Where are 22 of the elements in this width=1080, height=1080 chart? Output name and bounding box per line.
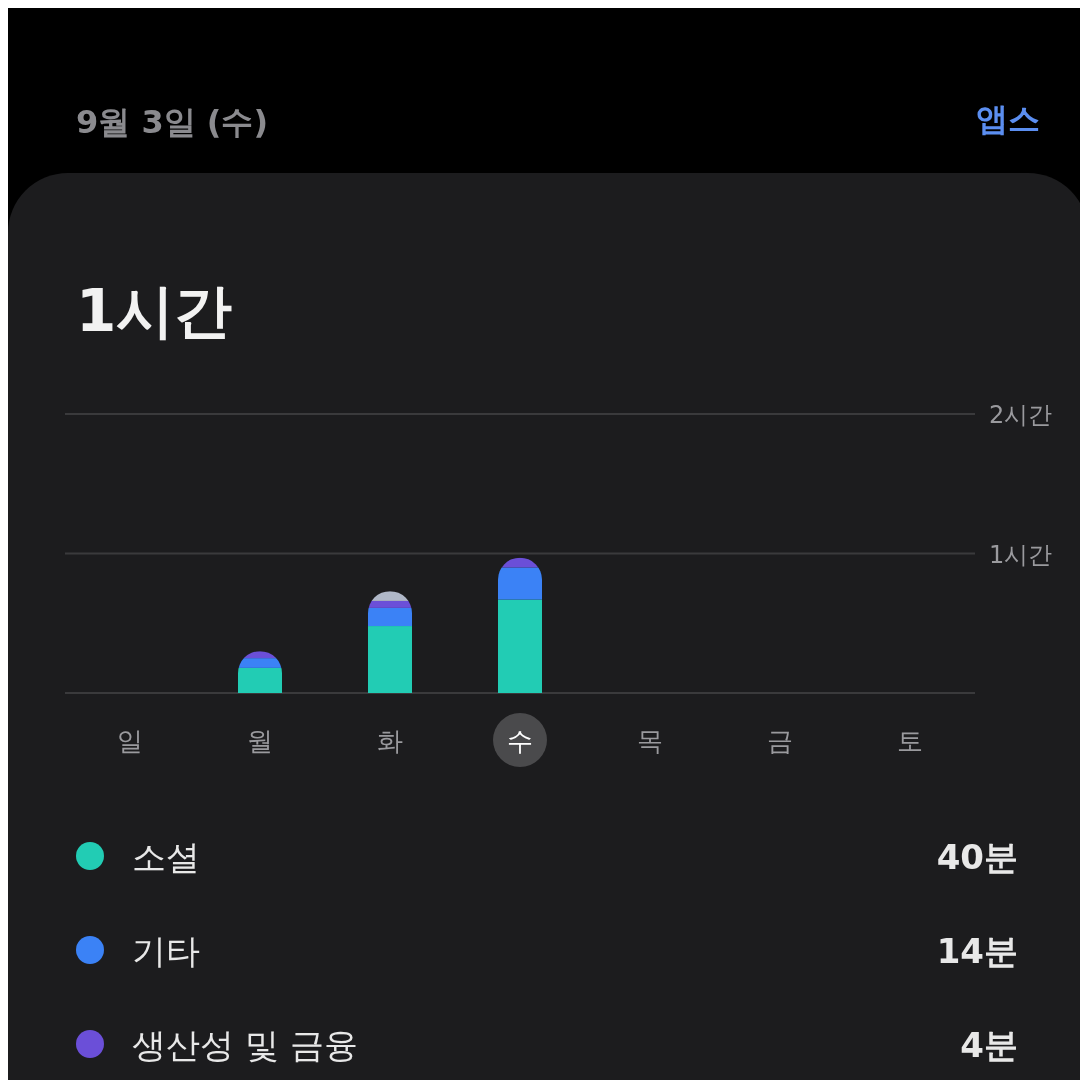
x-tick-label: 월 bbox=[247, 726, 273, 756]
bar bbox=[238, 667, 282, 693]
bar bbox=[498, 599, 542, 693]
x-tick-label: 목 bbox=[637, 726, 663, 756]
x-tick-label: 금 bbox=[767, 726, 793, 756]
text: 40분 bbox=[936, 837, 1018, 877]
bar bbox=[368, 607, 412, 627]
text: 14분 bbox=[936, 931, 1018, 971]
chart-subtitle: 9월 3일 (수) bbox=[76, 103, 269, 141]
legend-label: 소셜 bbox=[132, 837, 200, 877]
x-tick-label: 토 bbox=[897, 726, 923, 756]
bar bbox=[498, 567, 542, 600]
text: 4분 bbox=[960, 1025, 1018, 1065]
chart-title: 1시간 bbox=[76, 277, 233, 345]
y-tick-label: 2시간 bbox=[989, 401, 1053, 429]
text: 앱스 bbox=[976, 100, 1040, 138]
bar bbox=[368, 626, 412, 693]
x-tick-label: 일 bbox=[117, 726, 143, 756]
x-tick-label: 화 bbox=[377, 726, 403, 756]
x-tick-label: 수 bbox=[507, 726, 533, 756]
legend-label: 기타 bbox=[132, 931, 200, 971]
legend-label: 생산성 및 금융 bbox=[132, 1025, 358, 1065]
